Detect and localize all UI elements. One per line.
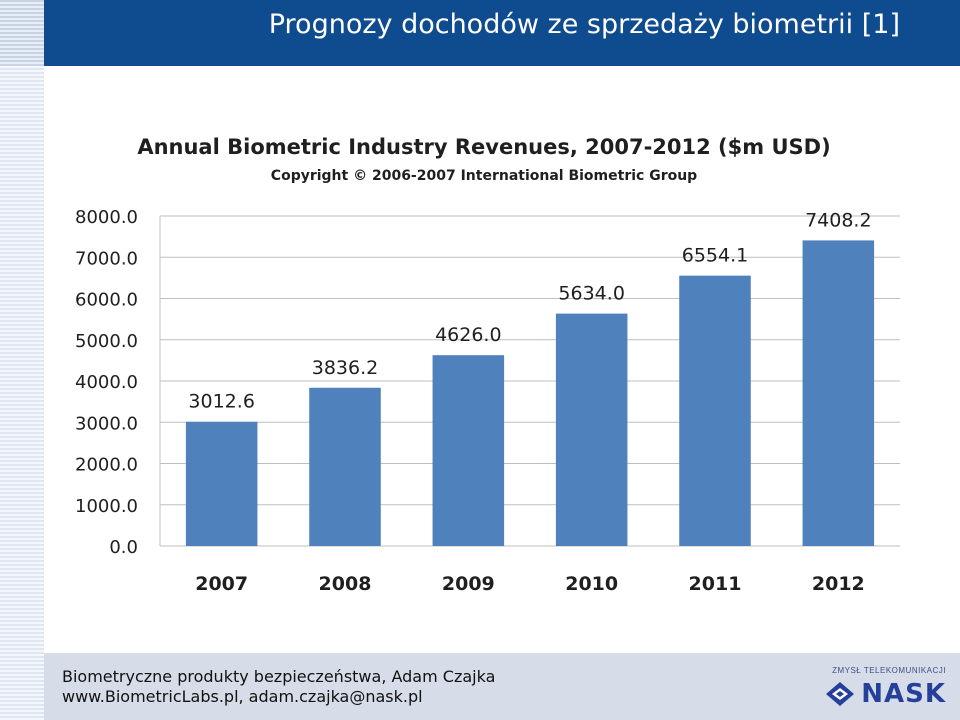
brand-name: NASK <box>861 679 946 709</box>
bar-2007 <box>185 421 258 546</box>
bar-2012 <box>802 240 875 546</box>
x-tick-label: 2009 <box>442 573 495 595</box>
brand-tagline: ZMYSŁ TELEKOMUNIKACJI <box>832 666 946 675</box>
y-tick-label: 4000.0 <box>75 372 138 393</box>
data-label: 3836.2 <box>312 357 378 379</box>
bar-2008 <box>309 387 381 546</box>
y-tick-label: 1000.0 <box>75 496 138 517</box>
slide-footer <box>44 653 960 720</box>
data-label: 5634.0 <box>558 283 624 305</box>
slide-header: Prognozy dochodów ze sprzedaży biometrii… <box>0 0 960 66</box>
slide-title: Prognozy dochodów ze sprzedaży biometrii… <box>268 9 900 40</box>
y-tick-label: 6000.0 <box>75 290 138 311</box>
nask-emblem-icon <box>826 682 855 706</box>
x-tick-label: 2011 <box>689 573 742 595</box>
y-tick-label: 5000.0 <box>75 331 138 352</box>
data-label: 3012.6 <box>188 391 254 413</box>
y-tick-label: 8000.0 <box>75 207 138 228</box>
footer-line-2: www.BiometricLabs.pl, adam.czajka@nask.p… <box>62 687 423 706</box>
footer-line-1: Biometryczne produkty bezpieczeństwa, Ad… <box>62 667 496 686</box>
x-tick-label: 2007 <box>195 573 248 595</box>
header-decor <box>0 0 44 66</box>
x-tick-label: 2010 <box>565 573 618 595</box>
y-tick-label: 0.0 <box>109 537 138 558</box>
y-tick-label: 7000.0 <box>75 248 138 269</box>
bar-2009 <box>432 355 505 546</box>
chart-title: Annual Biometric Industry Revenues, 2007… <box>137 135 830 159</box>
y-tick-label: 2000.0 <box>75 455 138 476</box>
footer-text: Biometryczne produkty bezpieczeństwa, Ad… <box>62 667 495 707</box>
chart-subtitle: Copyright © 2006-2007 International Biom… <box>271 168 697 184</box>
bar-2010 <box>555 313 628 546</box>
data-label: 4626.0 <box>435 324 501 346</box>
y-tick-label: 3000.0 <box>75 413 138 434</box>
x-tick-label: 2008 <box>319 573 372 595</box>
nask-logo: ZMYSŁ TELEKOMUNIKACJI NASK <box>796 666 946 712</box>
bar-2011 <box>679 275 751 546</box>
data-label: 7408.2 <box>805 209 871 231</box>
data-label: 6554.1 <box>682 245 748 267</box>
x-tick-label: 2012 <box>812 573 865 595</box>
left-decor-strip <box>0 0 44 720</box>
